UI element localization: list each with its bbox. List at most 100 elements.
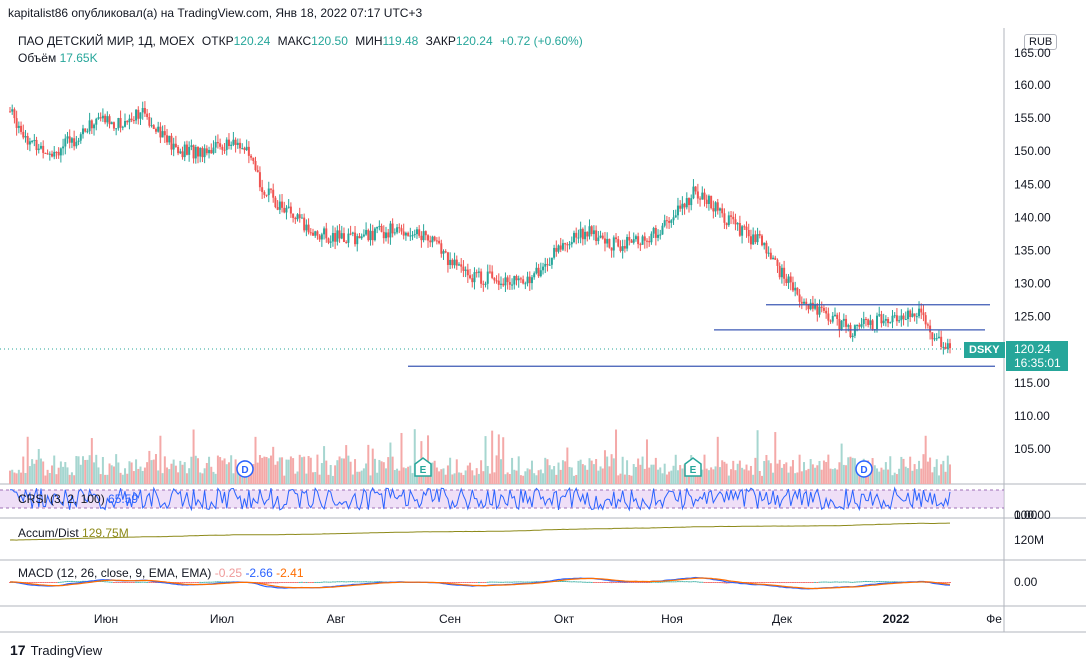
macd-hist-bar (893, 581, 896, 583)
event-marker-icon[interactable]: E (414, 457, 432, 477)
candle-body (685, 198, 688, 208)
y-tick-label: 110.00 (1014, 409, 1050, 423)
event-marker-icon[interactable]: D (855, 460, 873, 478)
volume-bar (723, 461, 726, 484)
macd-hist-bar (778, 582, 781, 584)
volume-bar (340, 458, 343, 484)
symbol-title[interactable]: ПАО ДЕТСКИЙ МИР, 1Д, MOEX (18, 34, 195, 48)
macd-hist-bar (566, 581, 569, 583)
candle-body (396, 227, 399, 233)
volume-bar (840, 443, 843, 484)
candle-body (112, 122, 115, 129)
volume-bar (327, 474, 330, 484)
volume-bar (787, 472, 790, 484)
candle-body (517, 278, 520, 281)
currency-badge[interactable]: RUB (1024, 34, 1058, 50)
candle-body (546, 263, 549, 265)
candle-body (48, 153, 51, 155)
crsi-label: CRSI (3, 2, 100) (18, 492, 105, 506)
volume-bar (725, 463, 728, 484)
volume-bar (663, 463, 666, 484)
candle-body (86, 131, 89, 133)
volume-bar (535, 475, 538, 484)
candle-body (22, 131, 25, 138)
candle-body (710, 195, 713, 209)
volume-bar (254, 436, 257, 484)
candle-body (608, 238, 611, 248)
macd-hist-bar (608, 582, 611, 583)
candle-body (81, 128, 84, 135)
volume-bar (294, 473, 297, 484)
volume-bar (444, 474, 447, 484)
candle-body (146, 113, 149, 118)
candle-body (763, 242, 766, 246)
macd-hist-bar (272, 582, 275, 584)
macd-hist-bar (807, 582, 810, 583)
macd-hist-bar (265, 582, 268, 584)
volume-bar (296, 471, 299, 484)
volume-bar (283, 475, 286, 484)
volume-bar (66, 467, 69, 484)
volume-bar (316, 454, 319, 484)
candle-body (66, 136, 69, 139)
candle-body (703, 192, 706, 200)
volume-bar (747, 470, 750, 484)
macd-hist-bar (705, 582, 708, 583)
candle-body (500, 283, 503, 285)
macd-hist-bar (292, 582, 295, 583)
candle-body (909, 310, 912, 318)
candle-body (261, 187, 264, 193)
candle-body (818, 306, 821, 315)
volume-bar (805, 470, 808, 484)
volume-bar (219, 457, 222, 484)
candle-body (867, 319, 870, 325)
volume-bar (526, 468, 529, 484)
svg-text:E: E (690, 465, 697, 476)
macd-hist-bar (524, 581, 527, 583)
macd-hist-bar (853, 581, 856, 583)
candle-body (774, 257, 777, 260)
macd-hist-bar (446, 582, 449, 583)
candle-body (9, 111, 11, 113)
volume-bar (537, 470, 540, 484)
footer[interactable]: 17 TradingView (10, 642, 102, 658)
volume-bar (730, 469, 733, 484)
candle-body (108, 116, 111, 125)
candle-body (718, 208, 721, 211)
candle-body (369, 230, 372, 241)
candle-body (385, 232, 387, 239)
macd-hist-bar (836, 581, 839, 583)
volume-bar (542, 473, 545, 484)
candle-body (272, 189, 275, 198)
candle-body (568, 244, 571, 246)
volume-bar (477, 473, 480, 484)
candle-body (473, 272, 476, 283)
volume-bar (491, 430, 494, 484)
candle-body (429, 240, 432, 243)
volume-bar (329, 465, 332, 484)
candle-body (236, 142, 239, 145)
volume-bar (323, 446, 326, 484)
volume-bar (177, 472, 180, 484)
event-marker-icon[interactable]: E (684, 457, 702, 477)
volume-bar (703, 454, 706, 484)
candle-body (73, 138, 76, 147)
macd-hist-bar (338, 581, 341, 583)
volume-bar (389, 442, 392, 484)
macd-hist-bar (772, 582, 775, 583)
candle-body (705, 199, 708, 204)
candle-body (380, 225, 383, 232)
candle-body (44, 152, 47, 154)
candle-body (769, 252, 772, 260)
volume-bar (935, 459, 938, 484)
candle-body (508, 282, 511, 285)
volume-bar (466, 465, 469, 484)
candle-body (630, 240, 633, 243)
volume-bar (139, 466, 142, 484)
event-marker-icon[interactable]: D (236, 460, 254, 478)
candle-body (141, 107, 144, 113)
candle-body (70, 138, 73, 143)
candle-body (570, 242, 573, 245)
macd-hist-bar (35, 582, 38, 583)
